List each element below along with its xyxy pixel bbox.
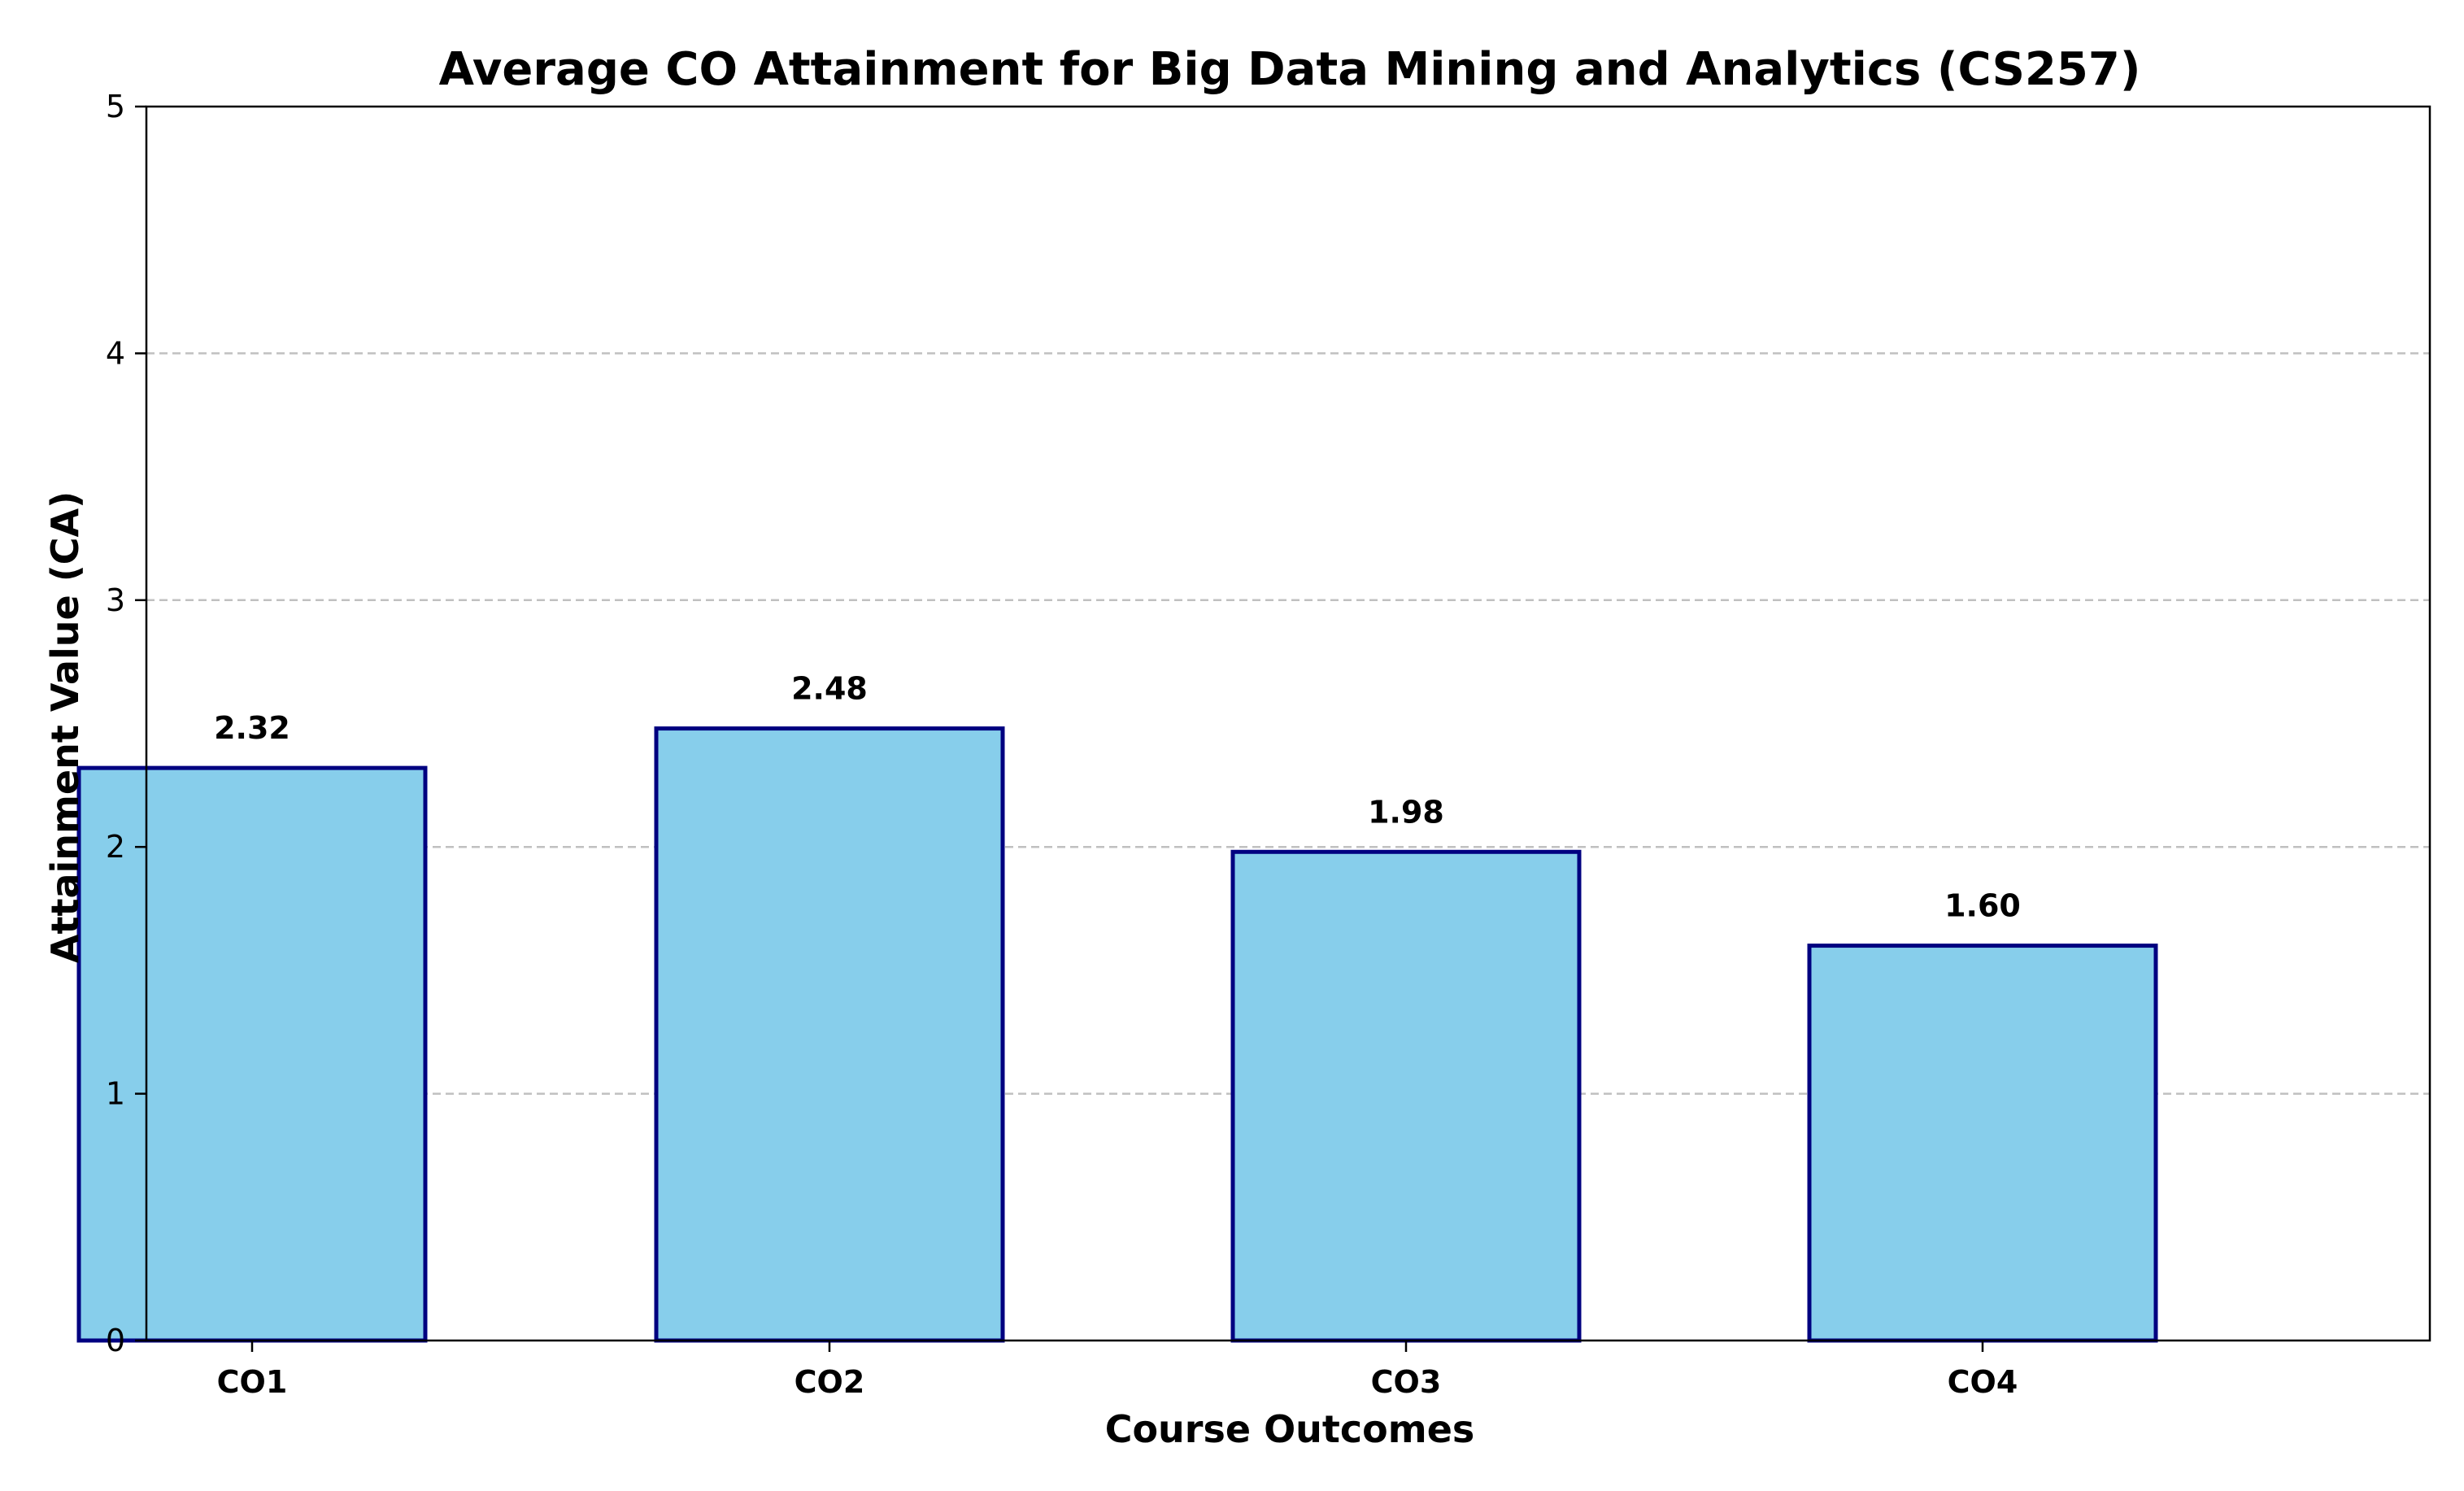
bar-co3: [1230, 849, 1582, 1343]
data-label-co3: 1.98: [1368, 794, 1444, 830]
axes: [135, 105, 2431, 1352]
y-tick-label: 2: [106, 829, 125, 865]
x-axis-label: Course Outcomes: [1105, 1407, 1475, 1451]
x-tick-label-co1: CO1: [217, 1364, 288, 1400]
y-tick-label: 3: [106, 582, 125, 618]
y-tick-label: 4: [106, 335, 125, 371]
plot-frame: [145, 105, 2431, 1342]
y-tick-label: 5: [106, 89, 125, 124]
y-tick-label: 0: [106, 1323, 125, 1358]
bar-co4: [1807, 944, 2158, 1343]
y-axis-label: Attainment Value (CA): [43, 491, 87, 963]
bar-co2: [654, 726, 1005, 1343]
data-label-co4: 1.60: [1944, 888, 2021, 924]
bar-co1: [76, 765, 428, 1343]
x-tick-label-co4: CO4: [1948, 1364, 2018, 1400]
y-tick-label: 1: [106, 1076, 125, 1112]
x-tick-label-co2: CO2: [794, 1364, 865, 1400]
chart-title: Average CO Attainment for Big Data Minin…: [439, 43, 2141, 96]
data-label-co2: 2.48: [791, 671, 868, 707]
data-labels: 2.32 2.48 1.98 1.60: [214, 671, 2021, 924]
x-tick-label-co3: CO3: [1371, 1364, 1442, 1400]
tick-labels: 0 1 2 3 4 5 CO1 CO2 CO3 CO4: [106, 89, 2018, 1400]
data-label-co1: 2.32: [214, 710, 290, 746]
